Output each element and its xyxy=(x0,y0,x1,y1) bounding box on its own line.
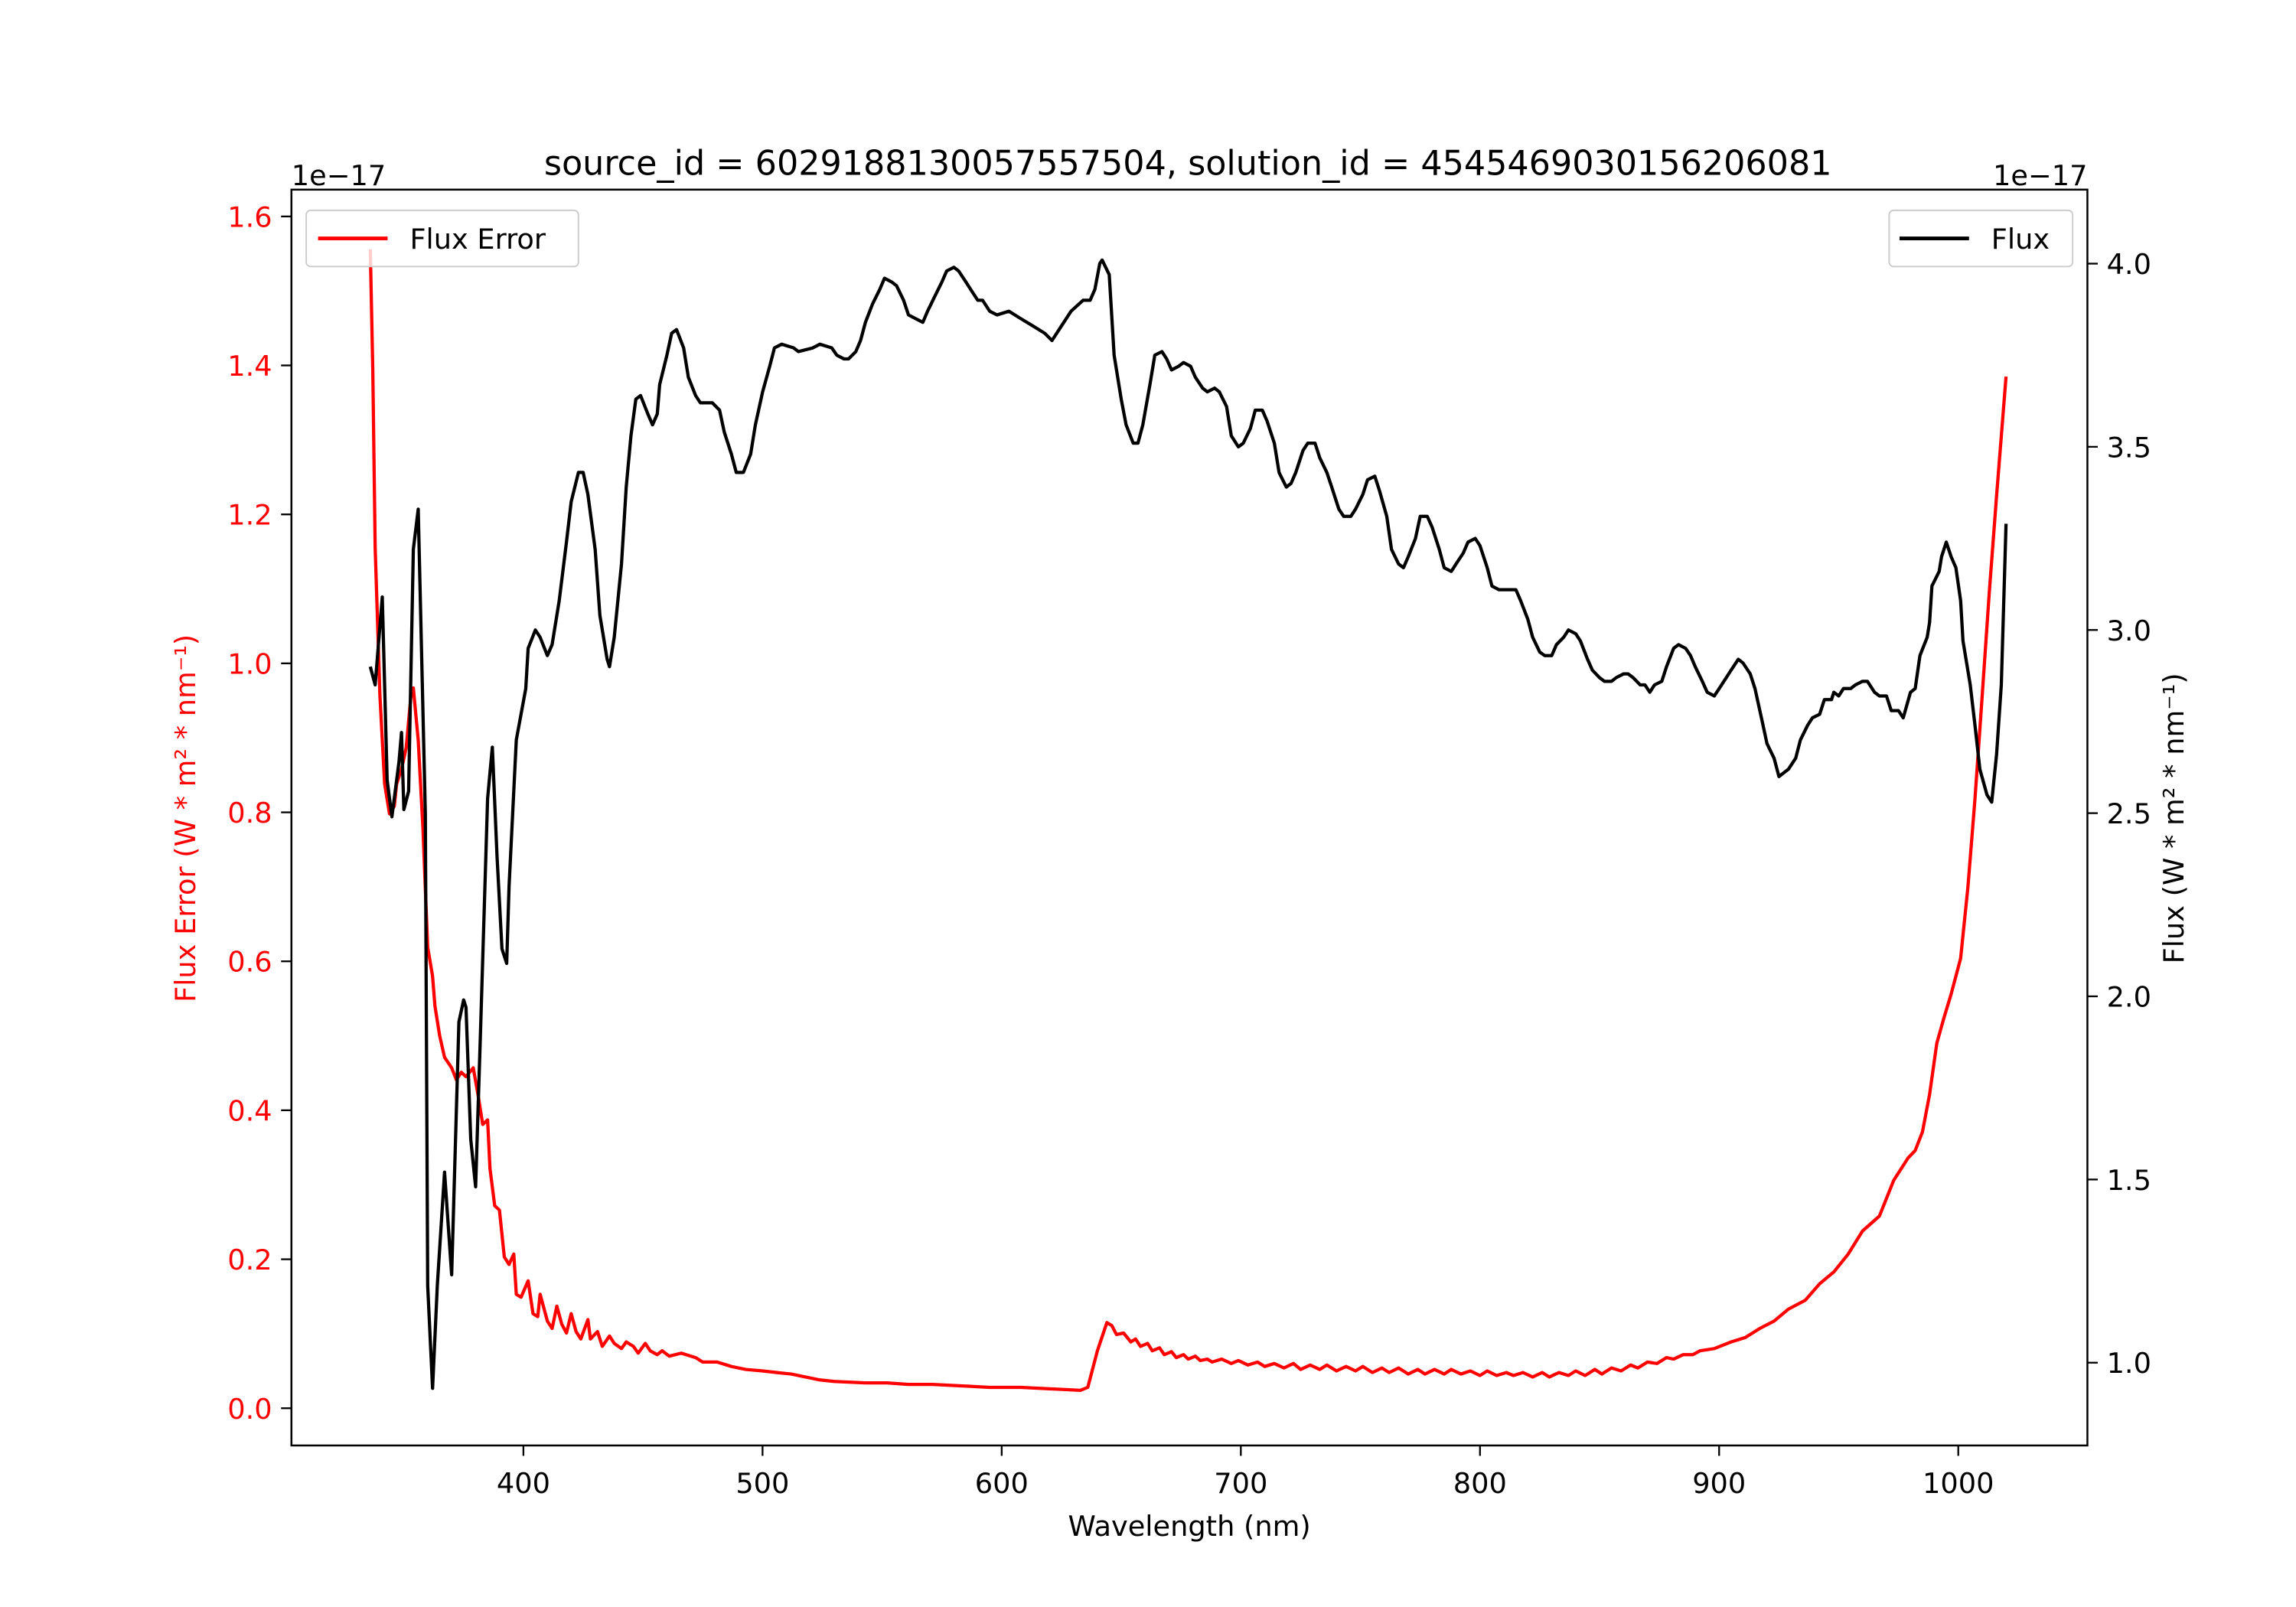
y-left-tick-label: 0.8 xyxy=(227,797,272,830)
x-tick-label: 800 xyxy=(1453,1467,1507,1500)
x-tick-label: 700 xyxy=(1214,1467,1267,1500)
x-tick-label: 400 xyxy=(497,1467,550,1500)
x-tick-label: 900 xyxy=(1692,1467,1746,1500)
y-right-tick-label: 1.0 xyxy=(2107,1347,2151,1380)
legend-label: Flux Error xyxy=(409,223,546,256)
flux-line xyxy=(368,258,2008,1390)
legend-flux: Flux xyxy=(1888,209,2074,268)
y-left-tick-label: 1.0 xyxy=(227,647,272,680)
y-right-tick-label: 3.0 xyxy=(2107,614,2151,647)
legend-label: Flux xyxy=(1991,223,2050,256)
y-axis-label-right: Flux (W * m² * nm⁻¹) xyxy=(2157,673,2190,963)
x-axis-label: Wavelength (nm) xyxy=(1068,1510,1311,1543)
legend-box xyxy=(1888,209,2074,268)
y-right-tick-label: 3.5 xyxy=(2107,431,2151,464)
y-left-tick-label: 0.4 xyxy=(227,1094,272,1127)
y-left-tick-label: 1.4 xyxy=(227,350,272,383)
left-offset-text: 1e−17 xyxy=(292,159,386,192)
flux-error-line xyxy=(368,249,2008,1392)
y-axis-label-left: Flux Error (W * m² * nm⁻¹) xyxy=(169,634,202,1002)
y-right-tick-label: 2.5 xyxy=(2107,797,2151,830)
x-tick-label: 500 xyxy=(735,1467,789,1500)
chart-title: source_id = 6029188130057557504, solutio… xyxy=(544,144,1832,183)
y-left-tick-label: 0.0 xyxy=(227,1393,272,1426)
y-right-tick-label: 1.5 xyxy=(2107,1164,2151,1197)
plot-area xyxy=(368,249,2008,1392)
y-left-tick-label: 1.2 xyxy=(227,499,272,532)
legend-flux-error: Flux Error xyxy=(305,209,579,268)
y-left-tick-label: 0.2 xyxy=(227,1244,272,1276)
y-right-tick-label: 4.0 xyxy=(2107,248,2151,281)
right-offset-text: 1e−17 xyxy=(1993,159,2087,192)
axis-ticks: 400 500 600 700 800 900 1000 0.0 0.2 0.4 0.6 0.8 1.0… xyxy=(227,200,2151,1499)
y-left-tick-label: 1.6 xyxy=(227,200,272,233)
y-right-tick-label: 2.0 xyxy=(2107,981,2151,1014)
x-tick-label: 600 xyxy=(975,1467,1029,1500)
axes-frame xyxy=(290,188,2089,1447)
x-tick-label: 1000 xyxy=(1923,1467,1994,1500)
y-left-tick-label: 0.6 xyxy=(227,946,272,979)
legend-box xyxy=(305,209,579,268)
